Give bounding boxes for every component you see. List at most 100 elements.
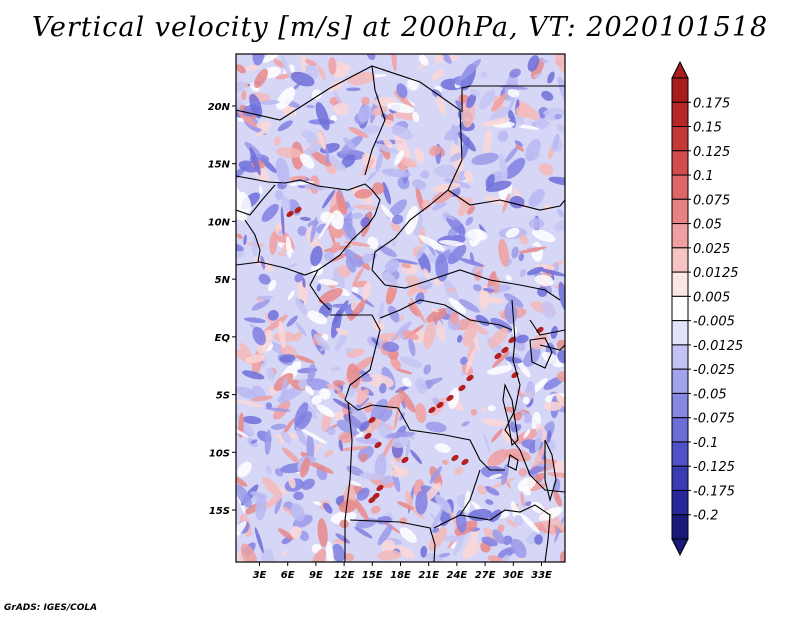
field-blob [236,64,246,74]
field-blob [354,526,373,539]
colorbar-top-arrow [671,60,689,79]
field-blob [418,54,429,66]
lon-label: 3E [253,570,267,581]
field-blob [491,93,508,112]
field-blob [448,387,460,409]
field-blob [461,421,470,427]
field-blob [330,366,341,372]
colorbar-label: -0.05 [693,387,727,402]
field-blob [236,474,248,487]
field-blob [438,552,450,558]
field-blob [250,395,273,402]
field-blob [382,181,391,205]
field-blob [522,486,532,496]
colorbar-label: -0.025 [693,363,735,378]
field-blob [541,90,554,101]
field-blob [527,464,547,475]
field-blob [436,95,446,115]
border-line [461,85,565,112]
field-blob [331,210,344,230]
field-blob [268,280,277,292]
field-blob [401,262,412,269]
colorbar-label: -0.005 [693,315,735,330]
field-blob [506,518,517,528]
field-blob [310,548,326,562]
field-blob [470,408,478,416]
field-blob [539,59,549,64]
field-blob [383,138,393,149]
field-blob [374,143,399,154]
field-blob [355,437,381,445]
field-blob [237,111,257,128]
field-blob [256,120,272,130]
field-blob [301,478,315,490]
field-blob [399,356,422,368]
field-blob [251,235,258,257]
field-blob [434,443,451,454]
border-line [236,184,276,216]
field-blob [431,69,445,81]
updraft-streak [368,416,376,424]
field-blob [519,234,529,245]
field-blob [541,351,564,368]
field-blob [558,281,565,311]
field-blob [391,214,404,225]
field-blob [497,547,516,559]
field-blob [354,188,373,199]
field-blob [350,212,364,219]
field-blob [326,383,342,391]
colorbar-bottom-arrow [671,538,689,557]
field-blob [514,514,523,526]
field-blob [343,137,356,151]
field-blob [356,487,370,501]
colorbar-segment [671,126,689,152]
field-blob [399,314,404,322]
field-blob [517,360,531,378]
colorbar-segment [671,174,689,200]
field-blob [428,526,448,551]
field-blob [528,218,545,230]
field-blob [290,526,302,539]
field-blob [518,253,525,262]
field-blob [278,486,288,495]
field-blob [324,251,335,262]
field-blob [381,539,395,554]
field-blob [316,404,335,418]
border-line [539,344,565,351]
field-blob [306,132,318,145]
lon-label: 33E [531,570,552,581]
field-blob [339,499,357,513]
field-blob [316,283,322,292]
field-blob [543,401,562,412]
field-blob [415,186,425,212]
field-blob [313,501,323,506]
field-blob [335,60,347,72]
field-blob [280,206,285,236]
field-blob [317,518,328,548]
border-line [244,219,261,263]
field-blob [257,295,274,300]
colorbar-segment [671,441,689,467]
field-blob [350,405,368,424]
field-blob [318,279,339,286]
field-blob [557,76,565,105]
field-blob [259,185,263,195]
field-blob [434,54,444,64]
field-blob [366,171,376,182]
field-blob [242,370,265,380]
field-blob [347,363,361,389]
field-blob [532,229,556,243]
field-blob [487,555,503,562]
field-blob [515,105,529,119]
field-blob [486,365,513,375]
field-blob [317,65,326,81]
field-blob [298,378,308,390]
field-blob [407,302,421,317]
field-blob [293,331,303,342]
field-blob [285,235,292,259]
field-blob [457,197,473,217]
field-blob [393,111,418,121]
latitude-axis: 20N 15N 10N 5N EQ 5S 10S 15S [208,102,236,517]
field-blob [381,168,411,178]
colorbar-label: -0.125 [693,460,735,475]
